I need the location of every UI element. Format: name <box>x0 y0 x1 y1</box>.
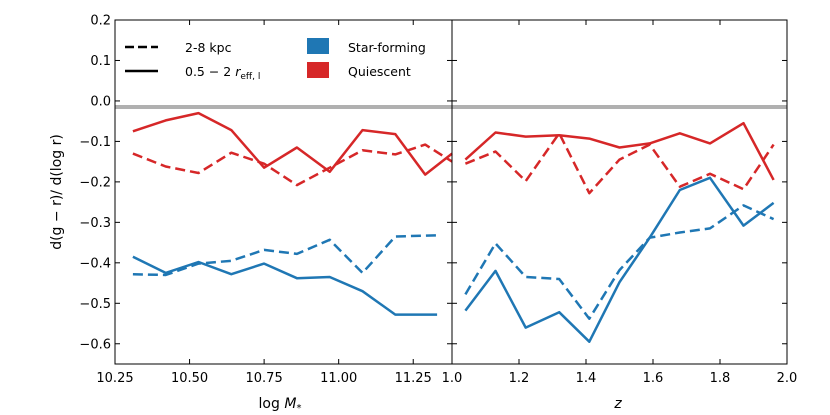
right-x-ticks: 1.0 1.2 1.4 1.6 1.8 2.0 <box>442 20 798 386</box>
y-tick-label: 0.2 <box>90 14 111 29</box>
legend-star-forming-label: Star-forming <box>348 40 426 55</box>
right-plot-frame <box>451 19 788 365</box>
right-series-quiescent-dashed <box>464 132 775 195</box>
left-series-quiescent-solid <box>132 111 453 176</box>
panel-left: 0.20.10.0−0.1−0.2−0.3−0.4−0.5−0.6 10.25 1… <box>79 14 453 386</box>
x-tick-label: 11.00 <box>320 371 357 386</box>
x-axis-label-left-italic: M <box>284 396 296 412</box>
right-series-quiescent-solid <box>464 121 775 181</box>
legend-solid-label-prefix: 0.5 − 2 <box>185 64 235 79</box>
x-tick-label: 1.8 <box>710 371 731 386</box>
y-tick-label: −0.4 <box>79 256 111 271</box>
right-ticks <box>452 19 787 345</box>
x-axis-label-left: log M* <box>259 396 302 414</box>
y-tick-label: −0.2 <box>79 175 111 190</box>
x-tick-label: 11.25 <box>395 371 432 386</box>
left-y-ticks: 0.2 0.1 0.0 −0.1 −0.2 −0.3 −0.4 −0.5 −0.6 <box>79 14 452 352</box>
y-tick-label: −0.1 <box>79 135 111 150</box>
x-tick-label: 1.2 <box>509 371 530 386</box>
y-tick-label: 0.1 <box>90 54 111 69</box>
y-tick-label: −0.3 <box>79 216 111 231</box>
legend-dashed-label: 2-8 kpc <box>185 40 232 55</box>
legend-quiescent-label: Quiescent <box>348 64 411 79</box>
legend-solid-label-sub: eff, l <box>240 72 260 82</box>
x-tick-label: 10.25 <box>96 371 133 386</box>
y-tick-label: −0.5 <box>79 297 111 312</box>
right-series-star-forming-solid <box>464 176 775 343</box>
x-tick-label: 1.0 <box>442 371 463 386</box>
left-x-ticks: 10.25 10.50 10.75 11.00 11.25 <box>96 20 432 386</box>
left-series-group <box>132 111 453 316</box>
left-series-quiescent-dashed <box>132 143 453 187</box>
panel-right: 1.0 1.2 1.4 1.6 1.8 2.0 <box>442 19 798 386</box>
legend-star-forming-swatch <box>307 38 329 54</box>
legend: 2-8 kpc 0.5 − 2 reff, l Star-forming Qui… <box>125 38 426 82</box>
y-tick-label: −0.6 <box>79 337 111 352</box>
x-axis-label-left-main: log <box>259 396 280 412</box>
legend-solid-label-italic: r <box>235 64 241 79</box>
left-series-star-forming-solid <box>132 255 438 316</box>
legend-solid-label: 0.5 − 2 reff, l <box>185 64 260 82</box>
left-series-star-forming-dashed <box>132 234 438 277</box>
right-series-group <box>464 121 775 343</box>
x-tick-label: 2.0 <box>777 371 798 386</box>
right-series-star-forming-dashed <box>464 204 775 320</box>
x-tick-label: 1.4 <box>576 371 597 386</box>
x-tick-label: 10.50 <box>171 371 208 386</box>
x-tick-label: 1.6 <box>643 371 664 386</box>
y-tick-label: 0.0 <box>90 94 111 109</box>
x-axis-label-right: z <box>613 396 622 412</box>
y-axis-label: d(g − r)/ d(log r) <box>49 134 65 250</box>
legend-quiescent-swatch <box>307 62 329 78</box>
x-tick-label: 10.75 <box>246 371 283 386</box>
x-axis-label-left-sub: * <box>296 403 301 414</box>
